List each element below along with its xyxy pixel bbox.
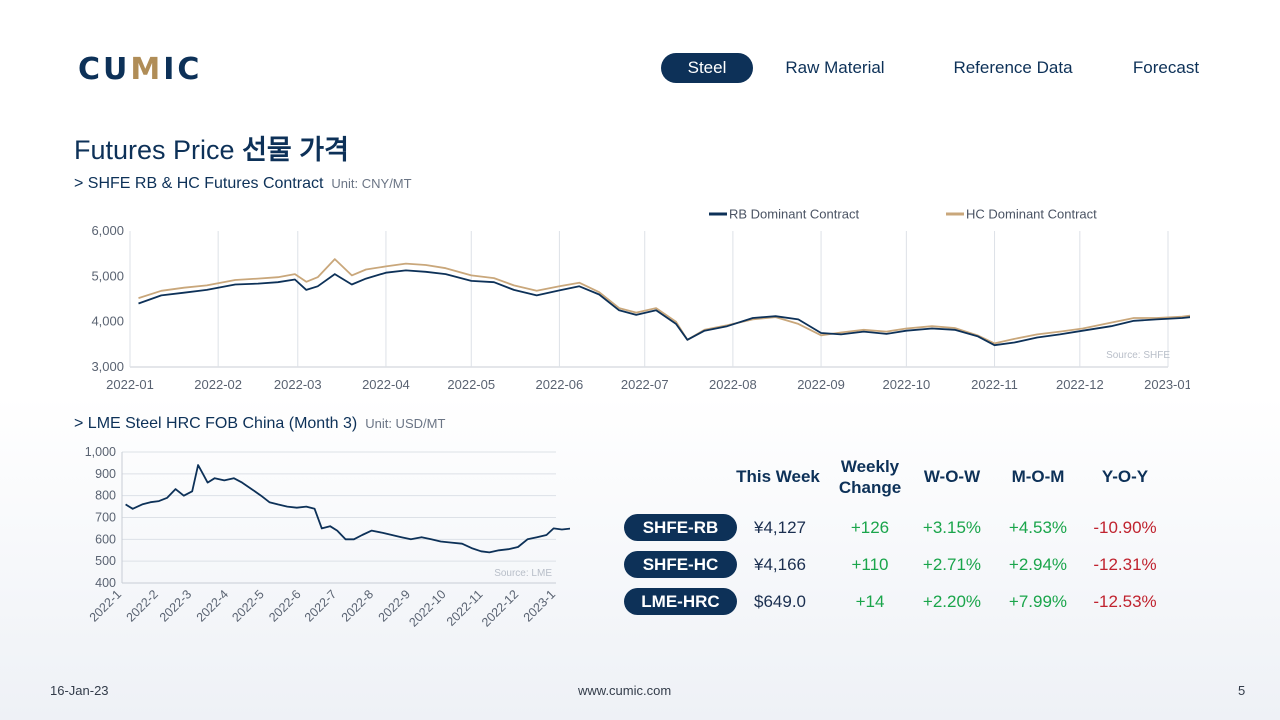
x-tick-label: 2023-1 bbox=[521, 587, 558, 624]
x-tick-label: 2022-10 bbox=[883, 377, 931, 392]
x-tick-label: 2022-05 bbox=[447, 377, 495, 392]
tab-raw-material[interactable]: Raw Material bbox=[785, 58, 885, 77]
row-label-shfe-hc: SHFE-HC bbox=[624, 551, 737, 578]
row-label-shfe-rb: SHFE-RB bbox=[624, 514, 737, 541]
x-tick-label: 2022-03 bbox=[274, 377, 322, 392]
x-tick-label: 2023-01 bbox=[1144, 377, 1190, 392]
y-tick-label: 400 bbox=[95, 576, 116, 590]
header-wow: W-O-W bbox=[923, 467, 981, 486]
x-tick-label: 2022-5 bbox=[229, 587, 266, 624]
y-tick-label: 3,000 bbox=[91, 359, 124, 374]
x-tick-label: 2022-02 bbox=[194, 377, 242, 392]
lme-source-label: Source: LME bbox=[494, 568, 552, 579]
series-line-lme-hrc bbox=[125, 464, 570, 554]
cell-yoy: -12.53% bbox=[1093, 592, 1157, 611]
cell-yoy: -12.31% bbox=[1093, 555, 1157, 574]
x-tick-label: 2022-2 bbox=[124, 587, 161, 624]
x-tick-label: 2022-08 bbox=[709, 377, 757, 392]
tab-forecast[interactable]: Forecast bbox=[1132, 58, 1200, 77]
x-tick-label: 2022-10 bbox=[406, 587, 448, 629]
cell-change: +14 bbox=[855, 592, 885, 611]
legend-label: RB Dominant Contract bbox=[729, 207, 859, 222]
price-summary-table: This Week Weekly Change W-O-W M-O-M Y-O-Y… bbox=[620, 455, 1180, 615]
y-tick-label: 5,000 bbox=[91, 268, 124, 283]
legend-label: HC Dominant Contract bbox=[966, 207, 1097, 222]
cell-change: +126 bbox=[850, 518, 890, 537]
x-tick-label: 2022-01 bbox=[106, 377, 154, 392]
tab-steel[interactable]: Steel bbox=[661, 53, 753, 83]
row-label-lme-hrc: LME-HRC bbox=[624, 588, 737, 615]
shfe-section-title: > SHFE RB & HC Futures Contract Unit: CNY… bbox=[74, 175, 412, 192]
x-tick-label: 2022-12 bbox=[1056, 377, 1104, 392]
tab-reference-data[interactable]: Reference Data bbox=[953, 58, 1073, 77]
cell-price: $649.0 bbox=[754, 592, 806, 611]
footer-page-number: 5 bbox=[1238, 683, 1246, 698]
cell-wow: +2.71% bbox=[922, 555, 982, 574]
x-tick-label: 2022-11 bbox=[971, 377, 1018, 392]
cell-yoy: -10.90% bbox=[1093, 518, 1157, 537]
footer-url[interactable]: www.cumic.com bbox=[578, 683, 672, 698]
x-tick-label: 2022-07 bbox=[621, 377, 669, 392]
page-title-en: Futures Price bbox=[74, 135, 243, 165]
shfe-source-label: Source: SHFE bbox=[1106, 350, 1170, 361]
y-tick-label: 900 bbox=[95, 467, 116, 481]
cell-mom: +7.99% bbox=[1008, 592, 1068, 611]
cell-wow: +3.15% bbox=[922, 518, 982, 537]
cell-price: ¥4,127 bbox=[754, 518, 806, 537]
x-tick-label: 2022-09 bbox=[797, 377, 845, 392]
x-tick-label: 2022-8 bbox=[339, 587, 376, 624]
x-tick-label: 2022-3 bbox=[157, 587, 194, 624]
x-tick-label: 2022-4 bbox=[194, 587, 231, 624]
lme-unit: Unit: USD/MT bbox=[365, 416, 446, 431]
y-tick-label: 6,000 bbox=[91, 223, 124, 238]
x-tick-label: 2022-11 bbox=[444, 587, 486, 629]
y-tick-label: 700 bbox=[95, 511, 116, 525]
shfe-unit: Unit: CNY/MT bbox=[331, 176, 412, 191]
x-tick-label: 2022-6 bbox=[266, 587, 303, 624]
y-tick-label: 800 bbox=[95, 489, 116, 503]
series-line-rb-dominant-contract bbox=[138, 269, 1190, 347]
cell-change: +110 bbox=[851, 555, 889, 574]
top-nav: Steel Raw Material Reference Data Foreca… bbox=[0, 53, 1280, 83]
header-this-week: This Week bbox=[736, 467, 820, 486]
x-tick-label: 2022-1 bbox=[87, 587, 124, 624]
y-tick-label: 4,000 bbox=[91, 314, 124, 329]
x-tick-label: 2022-7 bbox=[302, 587, 339, 624]
cumic-logo: CUMIC bbox=[78, 52, 203, 87]
y-tick-label: 1,000 bbox=[85, 445, 116, 459]
header-yoy: Y-O-Y bbox=[1101, 467, 1149, 486]
header-weekly-change: Weekly Change bbox=[838, 457, 902, 497]
cell-wow: +2.20% bbox=[922, 592, 982, 611]
y-tick-label: 600 bbox=[95, 532, 116, 546]
lme-section-title: > LME Steel HRC FOB China (Month 3) Unit:… bbox=[74, 415, 446, 432]
x-tick-label: 2022-04 bbox=[362, 377, 410, 392]
cell-mom: +4.53% bbox=[1008, 518, 1068, 537]
x-tick-label: 2022-12 bbox=[479, 587, 521, 629]
x-tick-label: 2022-06 bbox=[536, 377, 584, 392]
page-title: Futures Price 선물 가격 bbox=[74, 128, 349, 167]
header-mom: M-O-M bbox=[1011, 467, 1065, 486]
y-tick-label: 500 bbox=[95, 554, 116, 568]
shfe-futures-chart: 3,000 4,000 5,000 6,000 2022-01 2022-02 2022-… bbox=[91, 207, 1190, 392]
page-title-ko: 선물 가격 bbox=[242, 135, 349, 165]
footer-date: 16-Jan-23 bbox=[50, 683, 109, 698]
cell-price: ¥4,166 bbox=[754, 555, 806, 574]
cell-mom: +2.94% bbox=[1008, 555, 1068, 574]
series-line-hc-dominant-contract bbox=[138, 258, 1190, 345]
